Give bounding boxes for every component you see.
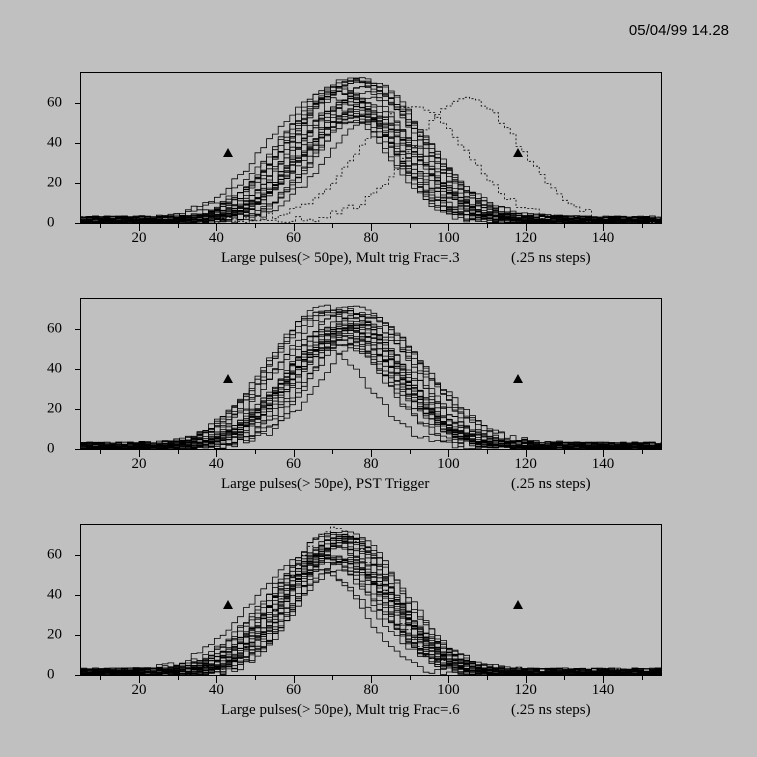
- caption-left: Large pulses(> 50pe), PST Trigger: [221, 476, 429, 492]
- xtick: [410, 449, 411, 454]
- ylabel: 60: [47, 547, 62, 564]
- curve: [81, 340, 661, 449]
- xlabel: 120: [514, 230, 537, 247]
- ylabel: 40: [47, 135, 62, 152]
- xtick: [642, 449, 643, 454]
- panel-caption: Large pulses(> 50pe), Mult trig Frac=.6(…: [221, 702, 460, 719]
- ylabel: 60: [47, 321, 62, 338]
- timestamp: 05/04/99 14.28: [629, 22, 729, 39]
- xlabel: 80: [364, 456, 379, 473]
- curves-svg: [81, 73, 661, 223]
- ylabel: 20: [47, 401, 62, 418]
- xlabel: 120: [514, 682, 537, 699]
- xtick: [100, 449, 101, 454]
- caption-right: (.25 ns steps): [511, 476, 591, 493]
- xtick: [332, 675, 333, 680]
- triangle-marker: [513, 600, 523, 609]
- xlabel: 60: [286, 682, 301, 699]
- ytick: [75, 675, 81, 676]
- xtick: [642, 223, 643, 228]
- xtick: [178, 223, 179, 228]
- caption-right: (.25 ns steps): [511, 702, 591, 719]
- curve: [81, 78, 661, 223]
- triangle-marker: [223, 148, 233, 157]
- ytick: [75, 449, 81, 450]
- triangle-marker: [513, 374, 523, 383]
- ylabel: 0: [47, 215, 55, 232]
- xlabel: 60: [286, 456, 301, 473]
- panel-caption: Large pulses(> 50pe), Mult trig Frac=.3(…: [221, 250, 460, 267]
- curve: [81, 538, 661, 675]
- ytick: [75, 223, 81, 224]
- xlabel: 40: [209, 682, 224, 699]
- caption-left: Large pulses(> 50pe), Mult trig Frac=.6: [221, 702, 460, 718]
- xtick: [564, 223, 565, 228]
- xlabel: 140: [592, 456, 615, 473]
- triangle-marker: [223, 374, 233, 383]
- ylabel: 0: [47, 441, 55, 458]
- xlabel: 20: [132, 682, 147, 699]
- xtick: [332, 223, 333, 228]
- xtick: [487, 223, 488, 228]
- curves-svg: [81, 299, 661, 449]
- curve: [81, 78, 661, 223]
- ylabel: 60: [47, 95, 62, 112]
- xtick: [564, 449, 565, 454]
- panel-caption: Large pulses(> 50pe), PST Trigger(.25 ns…: [221, 476, 429, 493]
- xtick: [487, 449, 488, 454]
- curves-svg: [81, 525, 661, 675]
- triangle-marker: [513, 148, 523, 157]
- ylabel: 40: [47, 587, 62, 604]
- xlabel: 100: [437, 456, 460, 473]
- xtick: [178, 675, 179, 680]
- xtick: [564, 675, 565, 680]
- xtick: [255, 449, 256, 454]
- caption-left: Large pulses(> 50pe), Mult trig Frac=.3: [221, 250, 460, 266]
- xtick: [255, 223, 256, 228]
- xlabel: 40: [209, 230, 224, 247]
- xtick: [100, 675, 101, 680]
- xlabel: 80: [364, 682, 379, 699]
- xtick: [332, 449, 333, 454]
- chart-panel-0: 204060801001201400204060Large pulses(> 5…: [80, 72, 662, 224]
- xtick: [410, 675, 411, 680]
- xlabel: 100: [437, 230, 460, 247]
- curve: [81, 80, 661, 223]
- ylabel: 20: [47, 175, 62, 192]
- xlabel: 60: [286, 230, 301, 247]
- curve: [81, 345, 661, 449]
- xlabel: 40: [209, 456, 224, 473]
- xtick: [642, 675, 643, 680]
- xtick: [100, 223, 101, 228]
- xlabel: 20: [132, 230, 147, 247]
- xlabel: 20: [132, 456, 147, 473]
- ylabel: 40: [47, 361, 62, 378]
- chart-panel-1: 204060801001201400204060Large pulses(> 5…: [80, 298, 662, 450]
- xtick: [487, 675, 488, 680]
- xtick: [255, 675, 256, 680]
- chart-panel-2: 204060801001201400204060Large pulses(> 5…: [80, 524, 662, 676]
- xlabel: 100: [437, 682, 460, 699]
- xtick: [178, 449, 179, 454]
- xtick: [410, 223, 411, 228]
- xlabel: 80: [364, 230, 379, 247]
- xlabel: 120: [514, 456, 537, 473]
- triangle-marker: [223, 600, 233, 609]
- ylabel: 20: [47, 627, 62, 644]
- ylabel: 0: [47, 667, 55, 684]
- caption-right: (.25 ns steps): [511, 250, 591, 267]
- xlabel: 140: [592, 682, 615, 699]
- xlabel: 140: [592, 230, 615, 247]
